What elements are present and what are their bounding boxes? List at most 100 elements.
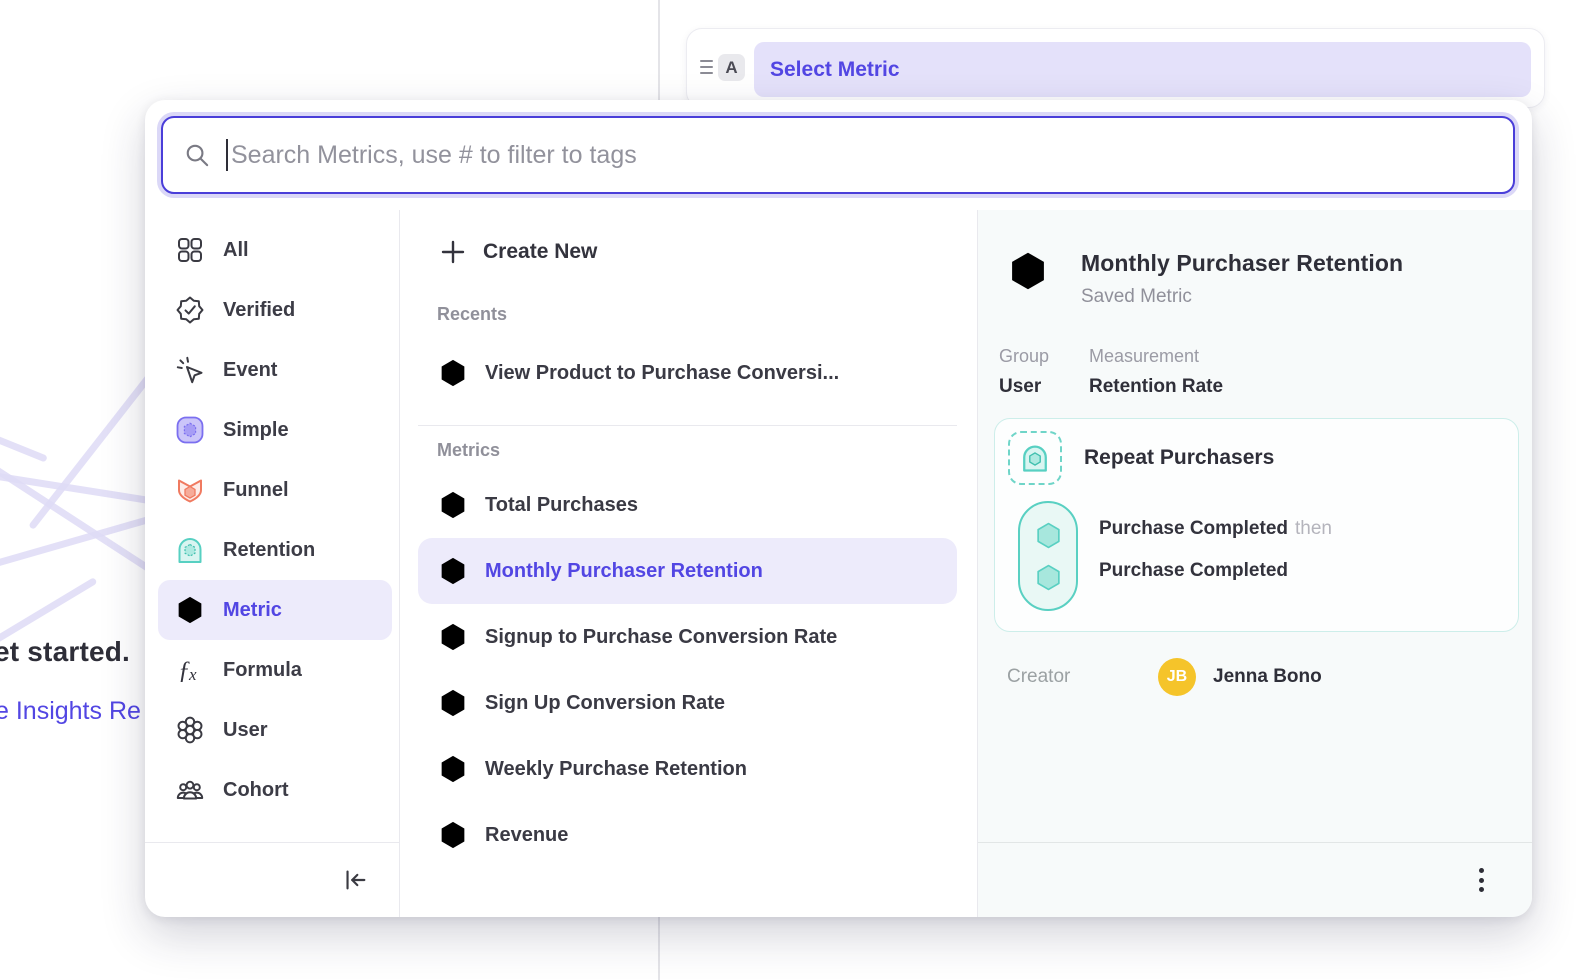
- definition-step: Purchase Completed: [1099, 560, 1332, 582]
- metric-item-total-purchases[interactable]: Total Purchases: [418, 472, 957, 538]
- recent-metric-item[interactable]: View Product to Purchase Conversi...: [418, 340, 957, 406]
- user-cluster-icon: [174, 715, 205, 746]
- create-new-button[interactable]: Create New: [418, 224, 957, 280]
- sidebar-item-retention[interactable]: Retention: [158, 520, 392, 580]
- verified-badge-icon: [174, 295, 205, 326]
- sidebar-item-label: Funnel: [223, 478, 289, 501]
- sidebar-item-metric[interactable]: Metric: [158, 580, 392, 640]
- metric-item-label: Sign Up Conversion Rate: [485, 691, 726, 714]
- metric-item-revenue[interactable]: Revenue: [418, 802, 957, 868]
- sidebar-item-label: Formula: [223, 658, 302, 681]
- background-heading-fragment: et started.: [0, 636, 131, 667]
- sidebar-item-funnel[interactable]: Funnel: [158, 460, 392, 520]
- kebab-menu-icon[interactable]: [1464, 860, 1498, 900]
- group-label: Group: [999, 346, 1050, 366]
- metric-list-column: Create New Recents View Product to Purch…: [400, 210, 978, 917]
- sidebar-item-label: Cohort: [223, 778, 289, 801]
- measurement-value: Retention Rate: [1089, 376, 1224, 397]
- event-hexagon-icon: [1034, 563, 1063, 592]
- sidebar-item-label: Simple: [223, 418, 289, 441]
- metric-item-monthly-purchaser-retention[interactable]: Monthly Purchaser Retention: [418, 538, 957, 604]
- grid-icon: [174, 235, 205, 266]
- select-metric-label: Select Metric: [770, 57, 900, 81]
- insights-report-link-fragment[interactable]: e Insights Re: [0, 697, 141, 725]
- series-letter-badge: A: [718, 54, 745, 81]
- decorative-line: [0, 420, 48, 463]
- detail-fields: Group User Measurement Retention Rate: [999, 346, 1518, 398]
- creator-label: Creator: [1007, 666, 1071, 687]
- metric-item-weekly-purchase-retention[interactable]: Weekly Purchase Retention: [418, 736, 957, 802]
- metric-picker-modal: Search Metrics, use # to filter to tags …: [145, 100, 1532, 917]
- definition-step: Purchase Completed then: [1099, 518, 1332, 540]
- text-caret: [226, 139, 228, 171]
- collapse-left-icon[interactable]: [337, 862, 373, 898]
- detail-subtitle: Saved Metric: [1081, 286, 1192, 307]
- select-metric-button[interactable]: Select Metric: [754, 42, 1531, 97]
- formula-fx-icon: ƒ x: [174, 655, 205, 686]
- metric-item-label: Signup to Purchase Conversion Rate: [485, 625, 838, 648]
- sidebar-item-event[interactable]: Event: [158, 340, 392, 400]
- step-event: Purchase Completed: [1099, 560, 1288, 581]
- metric-item-sign-up-conversion[interactable]: Sign Up Conversion Rate: [418, 670, 957, 736]
- metric-hexagon-icon: [438, 754, 468, 784]
- group-field: Group User: [999, 346, 1089, 398]
- search-input[interactable]: Search Metrics, use # to filter to tags: [161, 116, 1515, 194]
- metric-definition-card: Repeat Purchasers Purchase Completed then: [994, 418, 1519, 632]
- recents-section-header: Recents: [437, 304, 508, 324]
- sidebar-item-label: Retention: [223, 538, 316, 561]
- metric-hexagon-icon: [438, 622, 468, 652]
- svg-text:x: x: [188, 665, 197, 684]
- retention-arch-icon: [174, 535, 205, 566]
- create-new-label: Create New: [483, 240, 598, 263]
- saved-metric-hexagon-icon: [1007, 250, 1049, 292]
- sidebar-footer: [145, 842, 399, 917]
- measurement-field: Measurement Retention Rate: [1089, 346, 1223, 398]
- creator-name: Jenna Bono: [1213, 666, 1322, 687]
- simple-hexagon-icon: [174, 415, 205, 446]
- sidebar-item-simple[interactable]: Simple: [158, 400, 392, 460]
- cohort-people-icon: [174, 775, 205, 806]
- sidebar-item-all[interactable]: All: [158, 220, 392, 280]
- metric-item-label: Total Purchases: [485, 493, 639, 516]
- sidebar-item-cohort[interactable]: Cohort: [158, 760, 392, 820]
- filter-sidebar: All Verified: [145, 210, 400, 917]
- metric-hexagon-icon: [438, 556, 468, 586]
- event-sequence-capsule: [1018, 501, 1078, 611]
- metric-item-label: Weekly Purchase Retention: [485, 757, 747, 780]
- metric-item-label: View Product to Purchase Conversi...: [485, 361, 840, 384]
- metrics-section-header: Metrics: [437, 440, 501, 460]
- metric-hexagon-icon: [438, 688, 468, 718]
- event-hexagon-icon: [1034, 521, 1063, 550]
- metric-item-label: Revenue: [485, 823, 569, 846]
- metric-item-signup-to-purchase[interactable]: Signup to Purchase Conversion Rate: [418, 604, 957, 670]
- sidebar-item-label: User: [223, 718, 268, 741]
- search-icon: [186, 144, 209, 166]
- detail-footer: [978, 842, 1532, 917]
- detail-title: Monthly Purchaser Retention: [1081, 250, 1404, 276]
- definition-name: Repeat Purchasers: [1084, 446, 1275, 469]
- svg-text:ƒ: ƒ: [178, 657, 191, 684]
- step-connector: then: [1295, 518, 1332, 539]
- search-placeholder: Search Metrics, use # to filter to tags: [231, 140, 637, 169]
- detail-header: Monthly Purchaser Retention Saved Metric: [1007, 250, 1518, 308]
- creator-row: Creator JB Jenna Bono: [1007, 658, 1518, 696]
- retention-definition-icon: [1008, 431, 1062, 485]
- sidebar-item-user[interactable]: User: [158, 700, 392, 760]
- metric-query-row: A Select Metric: [686, 28, 1545, 108]
- funnel-metric-hexagon-icon: [438, 358, 468, 388]
- metric-hexagon-icon: [438, 820, 468, 850]
- sidebar-item-label: Verified: [223, 298, 296, 321]
- sidebar-item-verified[interactable]: Verified: [158, 280, 392, 340]
- metric-hexagon-icon: [174, 595, 205, 626]
- search-focus-ring: Search Metrics, use # to filter to tags: [157, 112, 1519, 198]
- section-divider: [418, 425, 957, 426]
- creator-avatar: JB: [1158, 658, 1196, 696]
- funnel-icon: [174, 475, 205, 506]
- group-value: User: [999, 376, 1042, 397]
- metric-item-label: Monthly Purchaser Retention: [485, 559, 763, 582]
- drag-handle-icon[interactable]: [695, 41, 717, 93]
- sidebar-item-formula[interactable]: ƒ x Formula: [158, 640, 392, 700]
- sidebar-item-label: Metric: [223, 598, 282, 621]
- metric-detail-panel: Monthly Purchaser Retention Saved Metric…: [978, 210, 1532, 917]
